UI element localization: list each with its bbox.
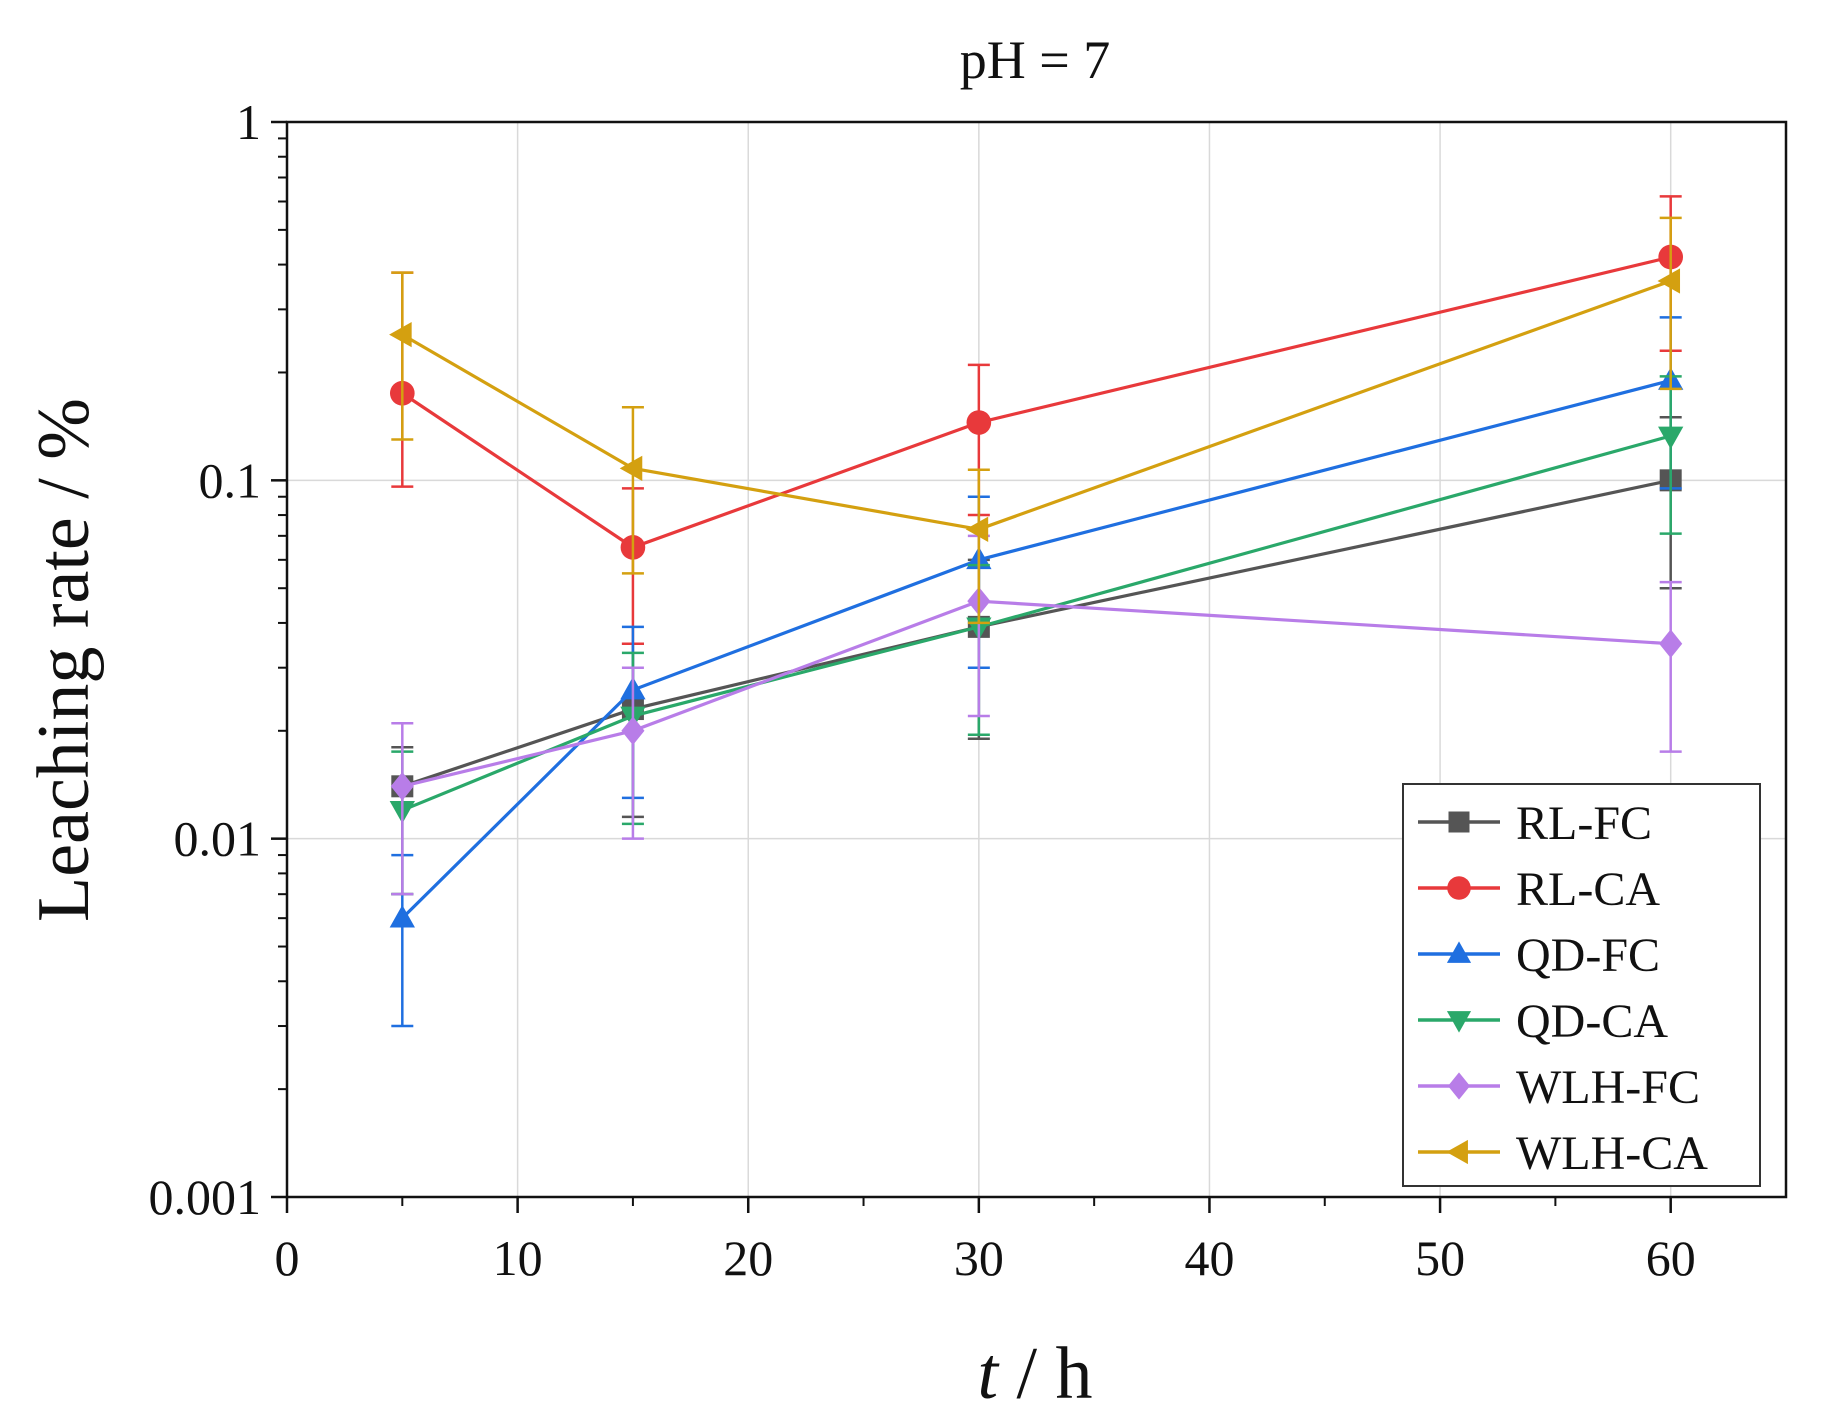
legend-item-qd-fc: QD-FC [1418, 929, 1660, 982]
legend-item-qd-ca: QD-CA [1418, 995, 1668, 1048]
series-line [401, 599, 1671, 788]
x-tick-label: 0 [275, 1230, 300, 1286]
data-point [966, 410, 992, 435]
y-axis-label: Leaching rate / % [23, 398, 105, 922]
legend-item-wlh-ca: WLH-CA [1418, 1127, 1708, 1180]
legend: RL-FC RL-CA QD-FC QD-CA WLH-FC WLH-CA [1402, 783, 1761, 1187]
y-tick-label: 1 [236, 94, 261, 150]
data-point [1657, 268, 1681, 294]
legend-label: WLH-CA [1516, 1127, 1708, 1180]
legend-label: RL-FC [1516, 797, 1652, 850]
plot-frame [285, 120, 1788, 1199]
legend-marker [1446, 1139, 1468, 1165]
data-point [619, 455, 643, 482]
x-axis-label: t / h [977, 1333, 1092, 1415]
legend-marker [1446, 1011, 1472, 1033]
y-tick-label: 0.1 [199, 452, 262, 508]
legend-box [1402, 783, 1761, 1187]
x-tick-label: 40 [1184, 1230, 1234, 1286]
legend-marker [1446, 941, 1472, 963]
legend-item-rl-ca: RL-CA [1418, 863, 1660, 916]
x-tick-label: 30 [954, 1230, 1004, 1286]
y-tick-label: 0.01 [174, 811, 262, 867]
data-point [389, 904, 415, 928]
data-point [390, 772, 414, 801]
series-rl-ca [389, 195, 1684, 645]
legend-marker [1448, 811, 1470, 833]
x-tick-label: 50 [1415, 1230, 1465, 1286]
x-axis-label-unit: / h [998, 1333, 1093, 1415]
series-line [401, 434, 1672, 812]
data-point [1658, 426, 1684, 450]
data-point [965, 516, 989, 542]
data-point [1659, 629, 1683, 659]
ticks-layer: 0 10 20 30 40 50 60 0.001 0.01 0.1 1 [149, 94, 1696, 1286]
series-line [401, 378, 1672, 920]
x-tick-label: 20 [723, 1230, 773, 1286]
series-wlh-fc [390, 534, 1683, 896]
series-wlh-ca [389, 216, 1682, 625]
series-line [401, 255, 1672, 549]
data-point [621, 716, 645, 746]
legend-label: QD-FC [1516, 929, 1660, 982]
chart-title: pH = 7 [960, 30, 1110, 90]
series-layer [389, 195, 1684, 1028]
legend-item-wlh-fc: WLH-FC [1418, 1061, 1700, 1114]
x-tick-label: 10 [493, 1230, 543, 1286]
legend-item-rl-fc: RL-FC [1418, 797, 1652, 850]
legend-label: RL-CA [1516, 863, 1660, 916]
y-tick-label: 0.001 [149, 1169, 262, 1225]
legend-marker [1447, 1072, 1471, 1100]
x-tick-label: 60 [1646, 1230, 1696, 1286]
legend-label: WLH-FC [1516, 1061, 1700, 1114]
series-line [401, 478, 1672, 788]
data-point [389, 322, 412, 348]
series-line [401, 279, 1672, 531]
x-axis-label-variable: t [977, 1333, 1000, 1415]
legend-label: QD-CA [1516, 995, 1668, 1048]
legend-marker [1447, 876, 1471, 900]
